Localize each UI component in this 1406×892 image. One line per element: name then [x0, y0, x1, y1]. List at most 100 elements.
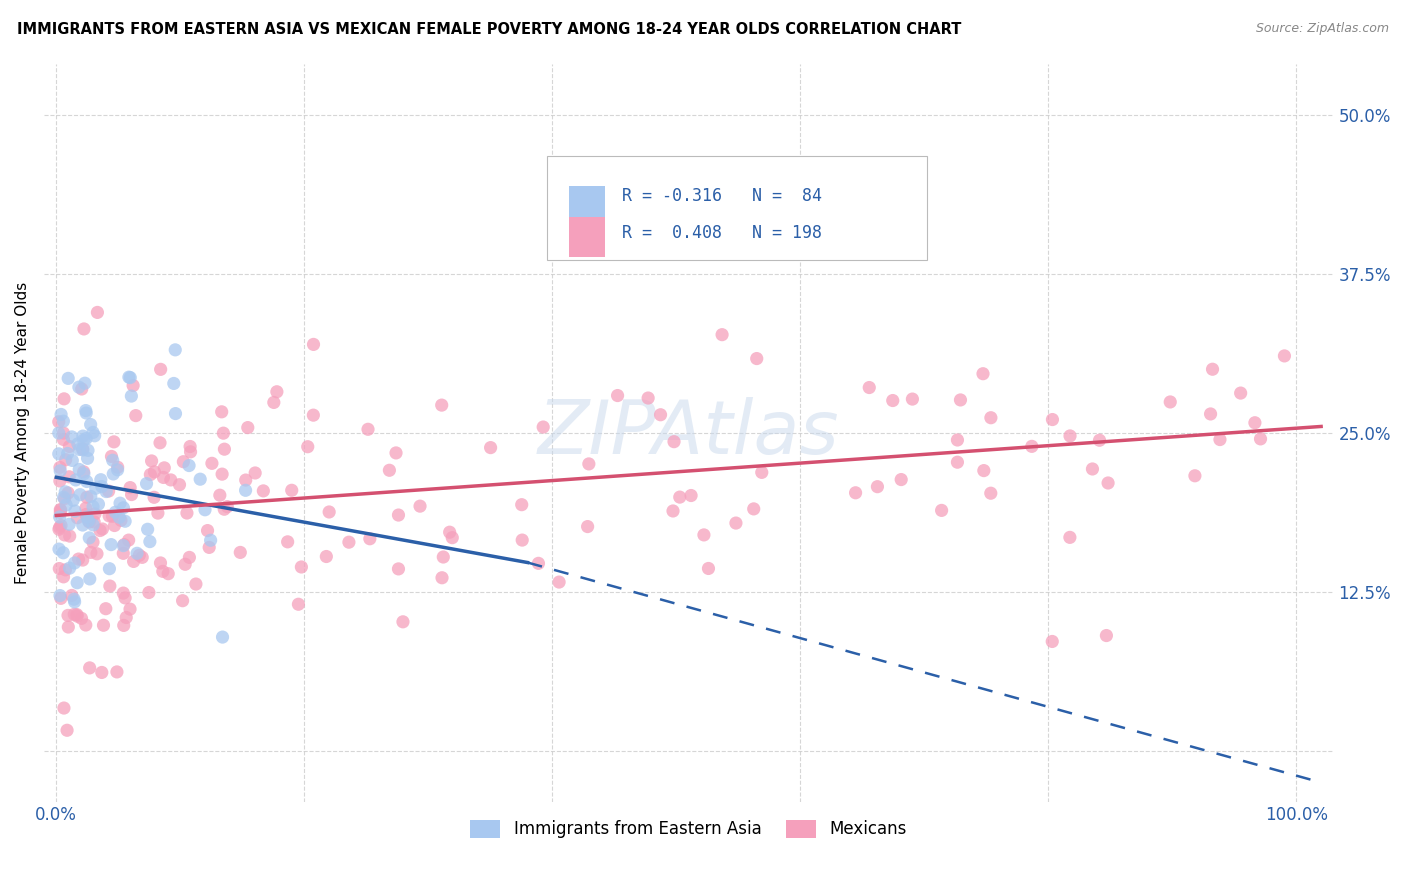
- Point: [949, 392, 972, 407]
- Point: [149, 362, 172, 376]
- Point: [128, 548, 150, 562]
- Point: [103, 434, 125, 449]
- Point: [48, 510, 70, 524]
- Text: R = -0.316   N =  84: R = -0.316 N = 84: [621, 187, 821, 205]
- Point: [73, 467, 96, 481]
- Point: [177, 458, 200, 473]
- Point: [84, 481, 107, 495]
- Bar: [569, 217, 605, 257]
- Point: [235, 473, 257, 487]
- Point: [159, 473, 181, 487]
- Point: [531, 420, 554, 434]
- Point: [49, 503, 72, 517]
- Point: [169, 477, 191, 491]
- Point: [441, 531, 464, 545]
- Point: [972, 367, 994, 381]
- Point: [980, 486, 1002, 500]
- Point: [118, 602, 141, 616]
- Point: [439, 525, 461, 540]
- Point: [153, 461, 176, 475]
- Point: [172, 593, 194, 607]
- Point: [112, 500, 135, 515]
- Point: [94, 601, 117, 615]
- Point: [90, 473, 112, 487]
- Point: [75, 406, 97, 420]
- Point: [69, 488, 91, 502]
- Point: [1184, 468, 1206, 483]
- Point: [72, 518, 94, 533]
- Point: [637, 391, 659, 405]
- Point: [194, 502, 217, 516]
- Point: [120, 481, 142, 495]
- Point: [1250, 432, 1272, 446]
- Point: [165, 407, 187, 421]
- Point: [75, 501, 97, 516]
- Point: [527, 557, 550, 571]
- Point: [48, 520, 70, 534]
- Point: [122, 554, 145, 568]
- Point: [86, 547, 108, 561]
- Point: [745, 351, 768, 366]
- Point: [214, 442, 236, 457]
- Point: [56, 723, 79, 738]
- Point: [157, 566, 180, 581]
- Point: [58, 371, 80, 385]
- Point: [890, 473, 912, 487]
- Point: [136, 522, 159, 536]
- Point: [184, 577, 207, 591]
- Point: [118, 533, 141, 548]
- Point: [179, 550, 201, 565]
- Legend: Immigrants from Eastern Asia, Mexicans: Immigrants from Eastern Asia, Mexicans: [464, 813, 914, 845]
- Point: [83, 429, 105, 443]
- Point: [56, 486, 79, 500]
- Point: [49, 591, 72, 606]
- Point: [858, 380, 880, 394]
- Point: [120, 370, 142, 384]
- Point: [48, 561, 70, 575]
- Point: [79, 661, 101, 675]
- Point: [392, 615, 415, 629]
- Point: [49, 408, 72, 422]
- Point: [108, 496, 131, 510]
- Point: [72, 553, 94, 567]
- Point: [143, 465, 166, 479]
- Point: [72, 465, 94, 479]
- Point: [53, 484, 76, 499]
- Point: [62, 493, 84, 508]
- Point: [1081, 462, 1104, 476]
- Point: [198, 541, 221, 555]
- Point: [115, 610, 138, 624]
- Point: [318, 505, 340, 519]
- Point: [49, 518, 72, 533]
- Point: [79, 515, 101, 529]
- Point: [141, 454, 163, 468]
- Point: [212, 426, 235, 441]
- Point: [108, 510, 131, 524]
- Point: [243, 466, 266, 480]
- Point: [510, 498, 533, 512]
- Point: [63, 592, 86, 607]
- Point: [1229, 386, 1251, 401]
- Point: [197, 524, 219, 538]
- Point: [217, 500, 239, 514]
- Point: [378, 463, 401, 477]
- Point: [73, 376, 96, 391]
- Point: [1040, 634, 1063, 648]
- Point: [98, 562, 121, 576]
- Point: [66, 607, 89, 622]
- Point: [266, 384, 288, 399]
- Point: [52, 433, 75, 447]
- Point: [1201, 362, 1223, 376]
- Point: [89, 524, 111, 538]
- Point: [112, 546, 135, 560]
- Point: [66, 575, 89, 590]
- Point: [48, 447, 70, 461]
- Point: [751, 466, 773, 480]
- Point: [229, 545, 252, 559]
- Point: [114, 514, 136, 528]
- Point: [280, 483, 302, 498]
- Point: [98, 579, 121, 593]
- Point: [103, 467, 125, 481]
- Point: [112, 539, 135, 553]
- Point: [277, 534, 299, 549]
